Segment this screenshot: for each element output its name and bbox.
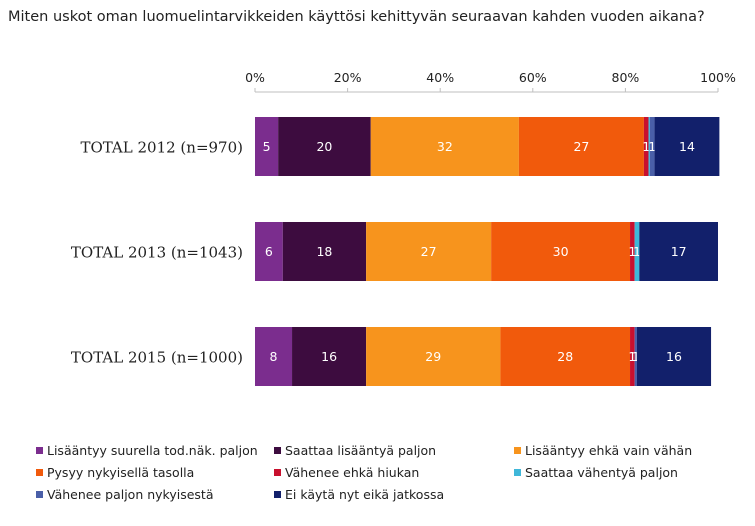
bar-segment — [292, 327, 367, 386]
data-label: 1 — [642, 139, 650, 154]
bar-segment — [636, 327, 712, 386]
bar-segment — [370, 117, 519, 176]
data-label: 27 — [421, 244, 437, 259]
legend-swatch — [514, 469, 521, 476]
legend-label: Lisääntyy suurella tod.näk. paljon — [47, 443, 258, 458]
legend-item: Lisääntyy suurella tod.näk. paljon — [36, 443, 258, 458]
legend-item: Vähenee paljon nykyisestä — [36, 487, 213, 502]
bar-segment — [649, 117, 655, 176]
x-tick-label: 40% — [426, 70, 454, 85]
category-label: TOTAL 2012 (n=970) — [80, 139, 243, 157]
data-label: 27 — [573, 139, 589, 154]
bar-segment — [255, 327, 293, 386]
legend-item: Pysyy nykyisellä tasolla — [36, 465, 194, 480]
legend-swatch — [514, 447, 521, 454]
x-tick-label: 60% — [519, 70, 547, 85]
data-label: 28 — [557, 349, 573, 364]
data-label: 6 — [265, 244, 273, 259]
data-label: 1 — [633, 244, 641, 259]
legend-label: Lisääntyy ehkä vain vähän — [525, 443, 693, 458]
data-label: 18 — [316, 244, 332, 259]
legend-item: Saattaa vähentyä paljon — [514, 465, 678, 480]
bar-segment — [282, 222, 367, 281]
legend-label: Vähenee paljon nykyisestä — [47, 487, 214, 502]
legend-item: Lisääntyy ehkä vain vähän — [514, 443, 692, 458]
legend-label: Saattaa lisääntyä paljon — [285, 443, 437, 458]
legend-swatch — [36, 491, 43, 498]
data-label: 16 — [666, 349, 682, 364]
bar-segment — [518, 117, 644, 176]
legend-label: Vähenee ehkä hiukan — [285, 465, 420, 480]
data-label: 1 — [648, 139, 656, 154]
data-label: 1 — [628, 349, 636, 364]
bar-segment — [255, 117, 279, 176]
data-label: 16 — [321, 349, 337, 364]
data-label: 32 — [437, 139, 453, 154]
legend-swatch — [36, 469, 43, 476]
bar-segment — [255, 222, 283, 281]
bar-segment — [366, 222, 492, 281]
data-label: 30 — [553, 244, 569, 259]
bar-segment — [630, 327, 635, 386]
x-tick-label: 100% — [700, 70, 736, 85]
data-label: 8 — [270, 349, 278, 364]
bar-segment — [643, 117, 649, 176]
legend-swatch — [274, 447, 281, 454]
legend-swatch — [274, 469, 281, 476]
data-label: 14 — [679, 139, 695, 154]
bar-segment — [634, 327, 637, 386]
bar-segment — [654, 117, 720, 176]
data-label: 29 — [425, 349, 441, 364]
data-label: 1 — [632, 349, 640, 364]
x-tick-label: 20% — [334, 70, 362, 85]
bar-segment — [500, 327, 631, 386]
bar-segment — [634, 222, 640, 281]
bar-segment — [278, 117, 371, 176]
bar-segment — [639, 222, 718, 281]
legend-label: Pysyy nykyisellä tasolla — [47, 465, 195, 480]
stacked-bar-chart: 0% 20% 40% 60% 80% 100% TOTAL 2012 (n=970) 5 20 3… — [71, 70, 736, 386]
bar-segment — [491, 222, 631, 281]
legend-item: Saattaa lisääntyä paljon — [274, 443, 436, 458]
legend-swatch — [274, 491, 281, 498]
legend-item: Vähenee ehkä hiukan — [274, 465, 419, 480]
legend-swatch — [36, 447, 43, 454]
x-tick-label: 80% — [612, 70, 640, 85]
legend-label: Saattaa vähentyä paljon — [525, 465, 678, 480]
data-label: 1 — [628, 244, 636, 259]
legend-label: Ei käytä nyt eikä jatkossa — [285, 487, 445, 502]
x-tick-label: 0% — [245, 70, 265, 85]
data-label: 17 — [671, 244, 687, 259]
bar-segment — [648, 117, 650, 176]
chart-title: Miten uskot oman luomuelintarvikkeiden k… — [8, 9, 705, 25]
bar-segment — [630, 222, 635, 281]
data-label: 5 — [263, 139, 271, 154]
data-label: 20 — [316, 139, 332, 154]
category-label: TOTAL 2015 (n=1000) — [71, 349, 243, 367]
bar-segment — [366, 327, 501, 386]
legend-item: Ei käytä nyt eikä jatkossa — [274, 487, 444, 502]
category-label: TOTAL 2013 (n=1043) — [71, 244, 243, 262]
